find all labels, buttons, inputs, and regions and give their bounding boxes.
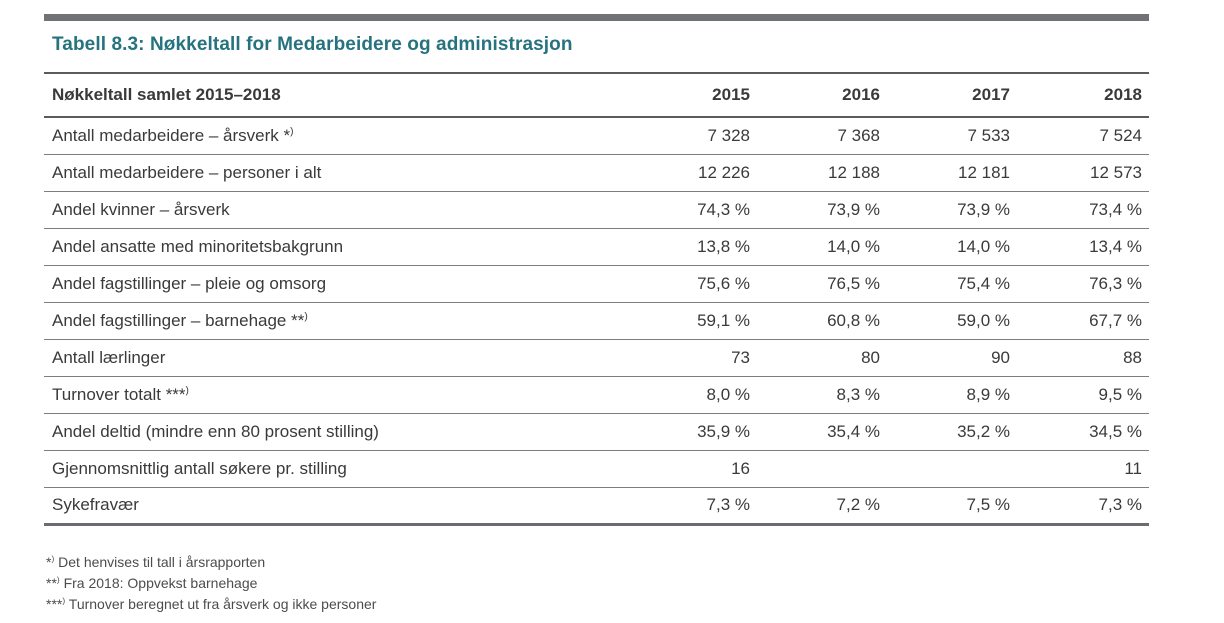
row-label: Andel kvinner – årsverk xyxy=(52,199,230,219)
header-year: 2016 xyxy=(842,85,880,104)
row-value: 76,3 % xyxy=(1089,273,1142,293)
row-value: 7,3 % xyxy=(706,495,750,514)
row-value: 59,1 % xyxy=(697,310,750,330)
row-label: Turnover totalt ***) xyxy=(52,384,189,404)
row-value: 35,2 % xyxy=(957,421,1010,441)
row-value: 8,3 % xyxy=(836,384,880,404)
row-value: 7 328 xyxy=(707,125,750,145)
row-label: Andel fagstillinger – pleie og omsorg xyxy=(52,273,327,293)
table-body: Antall medarbeidere – årsverk *) 7 328 7 3… xyxy=(44,117,1149,524)
header-year: 2017 xyxy=(972,85,1010,104)
footnote-marker: * xyxy=(46,554,52,570)
row-label: Andel deltid (mindre enn 80 prosent stil… xyxy=(52,421,379,441)
row-value: 12 188 xyxy=(828,162,880,182)
row-value: 73,9 % xyxy=(957,199,1010,219)
row-value: 75,4 % xyxy=(957,273,1010,293)
row-value: 13,8 % xyxy=(697,236,750,256)
table-header-row: Nøkkeltall samlet 2015–2018 2015 2016 2017… xyxy=(44,73,1149,117)
row-value: 35,9 % xyxy=(697,421,750,441)
row-value: 13,4 % xyxy=(1089,236,1142,256)
row-value: 12 573 xyxy=(1090,162,1142,182)
row-label: Sykefravær xyxy=(52,495,139,514)
row-label: Antall medarbeidere – årsverk *) xyxy=(52,125,294,145)
row-label: Gjennomsnittlig antall søkere pr. stilli… xyxy=(52,458,347,478)
table-row: Gjennomsnittlig antall søkere pr. stilli… xyxy=(44,450,1149,487)
footnote-marker-paren: ) xyxy=(62,595,66,606)
footnote-text: Turnover beregnet ut fra årsverk og ikke… xyxy=(65,596,377,612)
row-value: 12 226 xyxy=(698,162,750,182)
row-value: 14,0 % xyxy=(957,236,1010,256)
row-value: 88 xyxy=(1123,347,1142,367)
footnotes: *) Det henvises til tall i årsrapporten *… xyxy=(46,552,376,615)
table-row: Antall medarbeidere – årsverk *) 7 328 7 3… xyxy=(44,117,1149,154)
footnote-text: Det henvises til tall i årsrapporten xyxy=(54,554,266,570)
table-row: Andel fagstillinger – barnehage **) 59,1 … xyxy=(44,302,1149,339)
header-year: 2018 xyxy=(1104,85,1142,104)
row-value: 75,6 % xyxy=(697,273,750,293)
row-value: 73,4 % xyxy=(1089,199,1142,219)
footnote-marker-paren: ) xyxy=(304,310,308,322)
footnote-marker: *** xyxy=(46,596,63,612)
row-value: 14,0 % xyxy=(827,236,880,256)
table-row: Turnover totalt ***) 8,0 % 8,3 % 8,9 % 9,5 % xyxy=(44,376,1149,413)
footnote-line: ***) Turnover beregnet ut fra årsverk og… xyxy=(46,594,376,615)
header-label: Nøkkeltall samlet 2015–2018 xyxy=(52,85,281,104)
row-value: 8,0 % xyxy=(706,384,750,404)
key-figures-table: Nøkkeltall samlet 2015–2018 2015 2016 2017… xyxy=(44,72,1149,526)
row-value: 7 524 xyxy=(1099,125,1142,145)
footnote-line: **) Fra 2018: Oppvekst barnehage xyxy=(46,573,376,594)
row-value: 11 xyxy=(1124,458,1142,478)
table-row: Andel deltid (mindre enn 80 prosent stil… xyxy=(44,413,1149,450)
row-value: 7 368 xyxy=(837,125,880,145)
footnote-marker-paren: ) xyxy=(290,126,294,138)
row-value: 67,7 % xyxy=(1089,310,1142,330)
row-value: 9,5 % xyxy=(1098,384,1142,404)
row-value: 16 xyxy=(731,458,750,478)
row-value: 7,3 % xyxy=(1098,495,1142,514)
row-value: 59,0 % xyxy=(957,310,1010,330)
footnote-marker: ** xyxy=(46,575,57,591)
row-value: 73 xyxy=(731,347,750,367)
row-label: Antall lærlinger xyxy=(52,347,166,367)
footnote-marker-paren: ) xyxy=(56,574,60,585)
footnote-line: *) Det henvises til tall i årsrapporten xyxy=(46,552,376,573)
row-value xyxy=(887,450,1017,487)
table-row: Antall lærlinger 73 80 90 88 xyxy=(44,339,1149,376)
table-row: Sykefravær 7,3 % 7,2 % 7,5 % 7,3 % xyxy=(44,487,1149,524)
section-divider-bar xyxy=(44,14,1149,21)
row-value: 8,9 % xyxy=(966,384,1010,404)
row-label: Antall medarbeidere – personer i alt xyxy=(52,162,322,182)
header-year: 2015 xyxy=(712,85,750,104)
table-row: Andel ansatte med minoritetsbakgrunn 13,8… xyxy=(44,228,1149,265)
row-value: 7,5 % xyxy=(966,495,1010,514)
row-value: 7,2 % xyxy=(836,495,880,514)
row-value: 34,5 % xyxy=(1089,421,1142,441)
footnote-marker-paren: ) xyxy=(51,553,55,564)
row-value: 60,8 % xyxy=(827,310,880,330)
table-row: Andel kvinner – årsverk 74,3 % 73,9 % 73,9 … xyxy=(44,191,1149,228)
table-row: Antall medarbeidere – personer i alt 12 2… xyxy=(44,154,1149,191)
row-value: 7 533 xyxy=(967,125,1010,145)
table-row: Andel fagstillinger – pleie og omsorg 75,… xyxy=(44,265,1149,302)
row-value: 90 xyxy=(991,347,1010,367)
table-caption: Tabell 8.3: Nøkkeltall for Medarbeidere … xyxy=(52,34,573,55)
row-value: 80 xyxy=(861,347,880,367)
row-value xyxy=(757,450,887,487)
row-value: 76,5 % xyxy=(827,273,880,293)
row-label: Andel fagstillinger – barnehage **) xyxy=(52,310,308,330)
footnote-text: Fra 2018: Oppvekst barnehage xyxy=(59,575,258,591)
footnote-marker-paren: ) xyxy=(185,384,189,396)
row-label: Andel ansatte med minoritetsbakgrunn xyxy=(52,236,344,256)
row-value: 74,3 % xyxy=(697,199,750,219)
row-value: 12 181 xyxy=(958,162,1010,182)
row-value: 35,4 % xyxy=(827,421,880,441)
row-value: 73,9 % xyxy=(827,199,880,219)
